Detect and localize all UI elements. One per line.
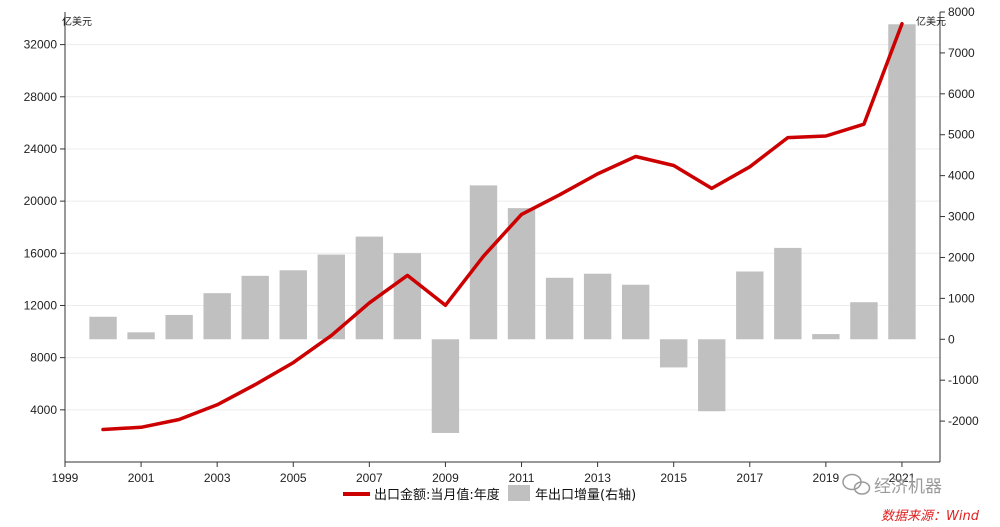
source-note: 数据来源：Wind [881,509,980,524]
bar [850,302,878,340]
y-right-tick-label: 3000 [948,210,975,224]
bar [736,271,764,340]
bar [355,236,384,340]
x-tick-label: 2019 [813,471,840,485]
bar [774,247,802,340]
bar [888,24,916,340]
left-axis-unit: 亿美元 [62,15,92,28]
y-right-tick-label: 0 [948,332,955,346]
x-tick-label: 2015 [660,471,687,485]
x-tick-label: 1999 [52,471,79,485]
bar [317,254,345,340]
y-right-tick-label: -2000 [948,414,979,428]
x-tick-label: 2001 [128,471,155,485]
y-right-tick-label: 6000 [948,87,975,101]
y-left-tick-label: 32000 [24,38,58,52]
right-axis-unit: 亿美元 [916,15,946,28]
gridlines [65,44,940,411]
legend-label-bar: 年出口增量(右轴) [535,488,636,503]
bar [621,284,650,340]
bar [393,253,422,340]
bar [165,314,193,340]
tick-marks [60,11,945,467]
bar-series [89,24,916,433]
y-left-tick-label: 8000 [30,351,57,365]
y-right-tick-label: -1000 [948,373,979,387]
bar [660,339,688,368]
x-tick-label: 2007 [356,471,383,485]
y-right-tick-label: 5000 [948,128,975,142]
bar [279,270,307,340]
bar [545,277,574,340]
y-right-tick-label: 4000 [948,169,975,183]
x-tick-label: 2005 [280,471,307,485]
y-left-tick-label: 20000 [24,194,58,208]
x-tick-label: 2021 [889,471,916,485]
wechat-icon [842,473,871,495]
watermark: 经济机器 [842,473,942,497]
bar [507,208,536,340]
legend: 出口金额:当月值:年度 年出口增量(右轴) [343,485,636,503]
export-line [101,21,904,432]
bar [431,339,460,433]
y-right-tick-label: 7000 [948,46,975,60]
watermark-text: 经济机器 [874,477,942,497]
y-right-tick-label: 2000 [948,250,975,264]
axes [64,12,941,463]
bar [469,185,498,340]
x-tick-label: 2011 [509,471,535,485]
y-left-tick-label: 24000 [24,142,58,156]
y-right-tick-label: 8000 [948,5,975,19]
legend-label-line: 出口金额:当月值:年度 [374,487,500,503]
bar [698,339,726,412]
y-left-tick-label: 28000 [24,90,58,104]
bar [241,275,269,340]
y-left-tick-label: 16000 [24,246,58,260]
bar [203,293,231,340]
bar [127,332,155,340]
x-tick-label: 2013 [584,471,611,485]
y-left-tick-label: 12000 [24,298,58,312]
bar [812,334,840,340]
tick-labels: 40008000120001600020000240002800032000-2… [24,5,979,485]
y-left-tick-label: 4000 [30,403,57,417]
bar [583,273,612,340]
legend-bar-swatch [508,485,530,501]
x-tick-label: 2009 [432,471,459,485]
x-tick-label: 2003 [204,471,231,485]
bar [89,316,117,340]
y-right-tick-label: 1000 [948,291,975,305]
x-tick-label: 2017 [736,471,763,485]
